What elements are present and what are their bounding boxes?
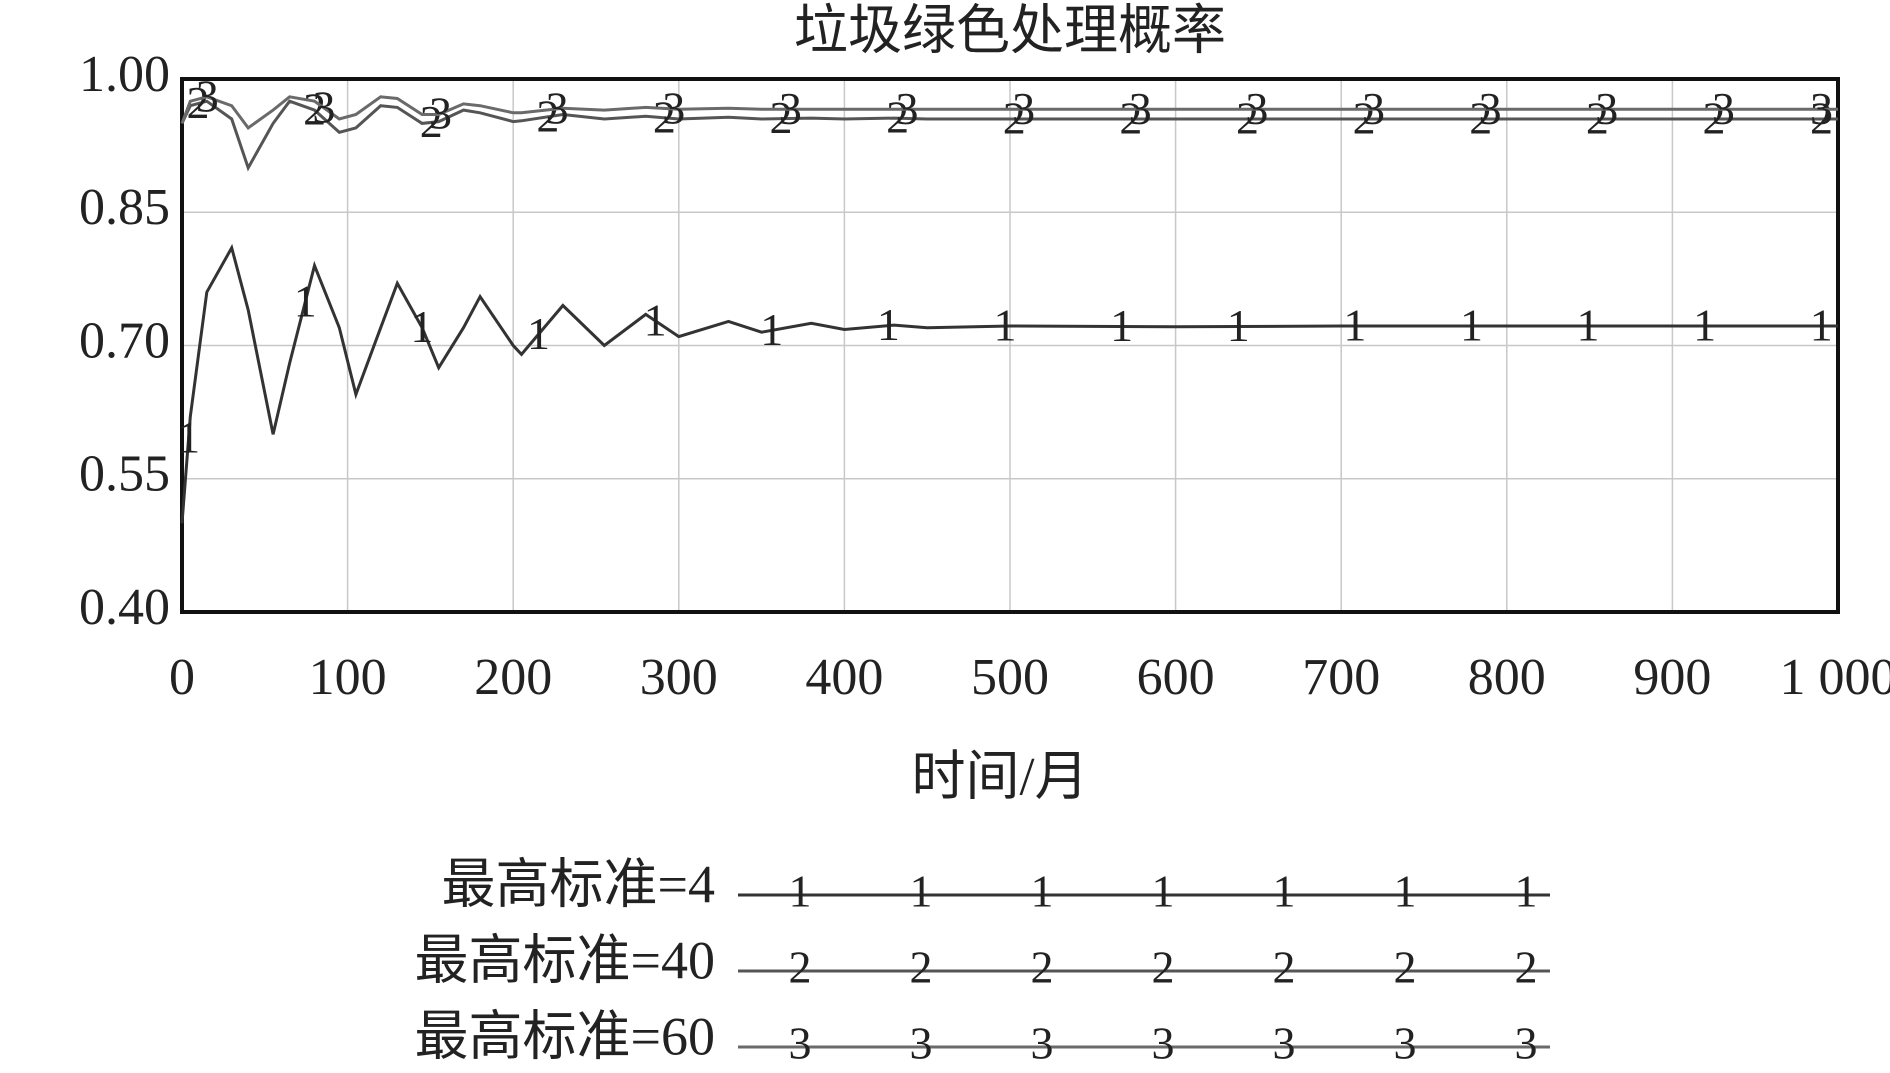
legend-marker: 1	[1031, 866, 1054, 917]
series-marker: 3	[1245, 83, 1268, 134]
series-marker: 3	[546, 82, 569, 133]
series-marker: 2	[1810, 93, 1833, 144]
x-tick-label: 500	[971, 649, 1049, 706]
series-marker: 1	[1460, 300, 1483, 351]
legend-marker: 1	[1273, 866, 1296, 917]
legend-marker: 3	[1394, 1018, 1417, 1069]
legend-marker: 1	[789, 866, 812, 917]
legend-marker: 1	[1515, 866, 1538, 917]
series-marker: 2	[770, 92, 793, 143]
legend-marker: 3	[1152, 1018, 1175, 1069]
series-marker: 1	[1810, 300, 1833, 351]
series-marker: 2	[1469, 93, 1492, 144]
series-line	[180, 95, 1838, 130]
legend-marker: 2	[1152, 942, 1175, 993]
series-marker: 2	[886, 92, 909, 143]
x-tick-label: 800	[1468, 649, 1546, 706]
legend-marker: 2	[1515, 942, 1538, 993]
series-marker: 3	[1479, 83, 1502, 134]
series-marker: 1	[294, 275, 317, 326]
series-line	[180, 99, 1838, 172]
series-marker: 2	[420, 96, 443, 147]
series-marker: 3	[1712, 83, 1735, 134]
y-tick-label: 0.40	[79, 579, 170, 636]
y-tick-label: 0.85	[79, 179, 170, 236]
series-line	[180, 243, 1838, 524]
series-marker: 3	[1129, 83, 1152, 134]
legend-marker: 2	[1273, 942, 1296, 993]
series-marker: 2	[186, 77, 209, 128]
x-tick-label: 200	[474, 649, 552, 706]
y-tick-label: 1.00	[79, 46, 170, 103]
series-marker: 3	[196, 70, 219, 121]
series-marker: 1	[877, 299, 900, 350]
legend-marker: 2	[910, 942, 933, 993]
series-marker: 2	[536, 90, 559, 141]
series-marker: 3	[1362, 83, 1385, 134]
series-marker: 2	[1003, 93, 1026, 144]
series-marker: 1	[760, 304, 783, 355]
series-marker: 2	[1703, 93, 1726, 144]
series-marker: 1	[1693, 300, 1716, 351]
legend-label: 最高标准=4	[442, 854, 715, 914]
legend-marker: 3	[1031, 1018, 1054, 1069]
series-marker: 1	[527, 308, 550, 359]
series-marker: 2	[1353, 93, 1376, 144]
x-tick-label: 400	[805, 649, 883, 706]
series-marker: 3	[1810, 83, 1833, 134]
series-marker: 2	[303, 84, 326, 135]
legend-marker: 2	[789, 942, 812, 993]
y-tick-label: 0.55	[79, 446, 170, 503]
x-tick-label: 100	[309, 649, 387, 706]
series-marker: 1	[1343, 300, 1366, 351]
legend-marker: 3	[1273, 1018, 1296, 1069]
series-marker: 3	[1012, 83, 1035, 134]
series-marker: 1	[410, 301, 433, 352]
y-tick-label: 0.70	[79, 312, 170, 369]
series-marker: 3	[662, 82, 685, 133]
legend-marker: 2	[1394, 942, 1417, 993]
series-marker: 3	[896, 83, 919, 134]
series-marker: 2	[1119, 93, 1142, 144]
legend-marker: 3	[1515, 1018, 1538, 1069]
x-tick-label: 600	[1137, 649, 1215, 706]
plot-frame	[180, 77, 1840, 614]
legend-marker: 3	[789, 1018, 812, 1069]
legend-label: 最高标准=60	[415, 1006, 715, 1066]
series-marker: 3	[1595, 83, 1618, 134]
series-marker: 1	[1227, 300, 1250, 351]
x-tick-label: 900	[1633, 649, 1711, 706]
x-axis-label: 时间/月	[911, 746, 1088, 806]
legend-marker: 2	[1031, 942, 1054, 993]
series-marker: 1	[1110, 300, 1133, 351]
series-marker: 1	[993, 300, 1016, 351]
legend-marker: 3	[910, 1018, 933, 1069]
chart-title: 垃圾绿色处理概率	[794, 0, 1226, 60]
series-marker: 2	[1236, 93, 1259, 144]
series-marker: 1	[644, 294, 667, 345]
x-tick-label: 0	[169, 649, 195, 706]
legend-marker: 1	[1152, 866, 1175, 917]
x-tick-label: 1 000	[1780, 649, 1890, 706]
series-marker: 2	[1586, 93, 1609, 144]
series-marker: 3	[779, 83, 802, 134]
series-marker: 2	[653, 91, 676, 142]
legend-label: 最高标准=40	[415, 930, 715, 990]
x-tick-label: 700	[1302, 649, 1380, 706]
series-marker: 3	[312, 82, 335, 133]
x-tick-label: 300	[640, 649, 718, 706]
series-marker: 3	[429, 87, 452, 138]
legend-marker: 1	[910, 866, 933, 917]
series-marker: 1	[1577, 300, 1600, 351]
series-marker: 1	[177, 411, 200, 462]
legend-marker: 1	[1394, 866, 1417, 917]
